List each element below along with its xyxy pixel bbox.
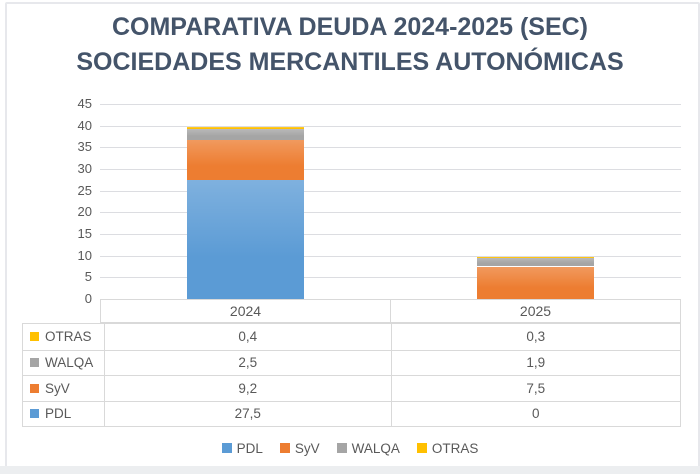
- table-row: SyV 9,2 7,5: [23, 375, 680, 401]
- legend-swatch-icon: [416, 443, 427, 453]
- gridline: [100, 255, 681, 257]
- legend-item-walqa: WALQA: [336, 440, 400, 456]
- row-label: OTRAS: [23, 324, 104, 350]
- legend-label: SyV: [294, 440, 320, 456]
- series-swatch-icon: [30, 358, 39, 368]
- gridline: [100, 190, 681, 192]
- y-tick-label: 15: [77, 226, 92, 241]
- value-cell-2025-pdl: 0: [390, 401, 681, 426]
- y-tick-label: 20: [77, 204, 92, 220]
- row-label-text: OTRAS: [45, 329, 92, 345]
- table-row: PDL 27,5 0: [23, 400, 681, 427]
- gridline: [100, 147, 681, 149]
- legend: PDL SyV WALQA OTRAS: [0, 437, 700, 459]
- y-tick-label: 30: [77, 161, 92, 176]
- plot-area: [100, 104, 681, 299]
- category-label: 2025: [390, 300, 680, 322]
- legend-swatch-icon: [279, 443, 290, 453]
- bar-2025-segment-walqa: [477, 258, 595, 267]
- y-tick-label: 45: [77, 96, 92, 111]
- series-swatch-icon: [30, 332, 39, 342]
- row-label-text: WALQA: [45, 355, 94, 371]
- row-label-text: PDL: [45, 406, 72, 422]
- y-tick-label: 40: [77, 117, 92, 133]
- bottom-edge-strip: [0, 466, 700, 474]
- legend-label: WALQA: [351, 440, 400, 456]
- gridline: [100, 234, 681, 235]
- gridline: [100, 125, 681, 127]
- bar-2025-segment-syv: [477, 266, 595, 299]
- gridline: [100, 169, 681, 170]
- bar-2024-segment-syv: [186, 139, 304, 180]
- gridline: [100, 277, 681, 279]
- row-label-text: SyV: [45, 380, 70, 396]
- value-cell-2025-syv: 7,5: [390, 376, 681, 401]
- legend-item-otras: OTRAS: [416, 440, 479, 456]
- y-tick-label: 0: [84, 291, 92, 306]
- row-label: PDL: [23, 402, 104, 427]
- series-swatch-icon: [30, 409, 39, 419]
- value-cell-2024-syv: 9,2: [104, 376, 391, 401]
- y-tick-label: 5: [84, 269, 92, 285]
- gridline: [100, 104, 681, 105]
- chart-title: COMPARATIVA DEUDA 2024-2025 (SEC) SOCIED…: [0, 10, 700, 80]
- bar-2024-segment-walqa: [186, 129, 304, 140]
- bar-2024-segment-otras: [186, 127, 304, 130]
- legend-label: PDL: [236, 440, 263, 456]
- value-cell-2025-walqa: 1,9: [390, 350, 681, 375]
- legend-label: OTRAS: [431, 440, 479, 456]
- chart-title-line1: COMPARATIVA DEUDA 2024-2025 (SEC): [111, 13, 589, 41]
- legend-swatch-icon: [336, 443, 347, 453]
- bar-2024-segment-pdl: [186, 179, 304, 299]
- value-cell-2024-walqa: 2,5: [104, 350, 391, 375]
- category-label: 2024: [229, 303, 262, 319]
- y-tick-label: 10: [77, 247, 92, 263]
- bar-2025-segment-otras: [477, 256, 595, 259]
- table-row: WALQA 2,5 1,9: [23, 349, 681, 376]
- table-row: OTRAS 0,4 0,3: [23, 324, 680, 350]
- value-cell-2024-pdl: 27,5: [104, 401, 391, 426]
- series-swatch-icon: [30, 383, 39, 393]
- chart-title-line2: SOCIEDADES MERCANTILES AUTONÓMICAS: [76, 48, 624, 76]
- value-cell-2024-otras: 0,4: [104, 324, 391, 350]
- value-cell-2025-otras: 0,3: [390, 324, 681, 350]
- category-axis-band: 2024 2025: [100, 299, 681, 323]
- y-tick-label: 35: [77, 139, 92, 155]
- data-table: OTRAS 0,4 0,3 WALQA 2,5 1,9 SyV 9,2 7,5 PDL 27,5 0: [22, 323, 681, 427]
- legend-swatch-icon: [221, 443, 232, 453]
- y-tick-label: 25: [77, 182, 92, 198]
- legend-item-pdl: PDL: [221, 440, 263, 456]
- row-label: SyV: [23, 376, 104, 401]
- gridline: [100, 212, 681, 214]
- row-label: WALQA: [23, 351, 104, 376]
- legend-item-syv: SyV: [279, 440, 320, 456]
